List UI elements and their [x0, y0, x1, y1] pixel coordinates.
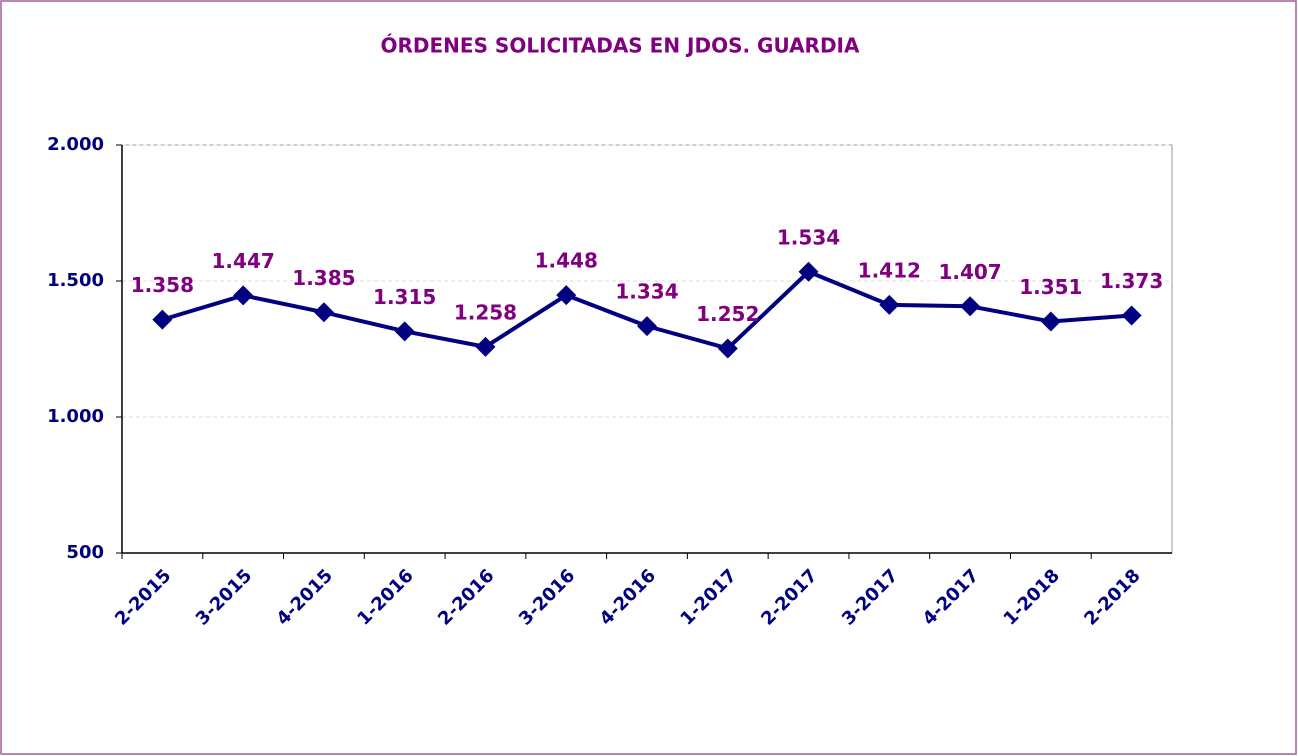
data-label: 1.385 [292, 266, 355, 290]
data-point [556, 285, 577, 306]
data-point [717, 338, 738, 359]
data-point [152, 309, 173, 330]
y-tick-label: 2.000 [47, 134, 104, 155]
data-label: 1.334 [615, 280, 678, 304]
data-label: 1.258 [454, 300, 517, 324]
data-label: 1.252 [696, 302, 759, 326]
y-tick-label: 500 [66, 542, 104, 563]
data-label: 1.534 [777, 225, 840, 249]
data-label: 1.447 [212, 249, 275, 273]
data-label: 1.448 [535, 249, 598, 273]
data-label: 1.351 [1019, 275, 1082, 299]
data-point [1121, 305, 1142, 326]
data-label: 1.412 [858, 258, 921, 282]
data-point [960, 296, 981, 317]
data-label: 1.373 [1100, 269, 1163, 293]
y-tick-label: 1.500 [47, 270, 104, 291]
data-point [475, 336, 496, 357]
data-point [637, 316, 657, 337]
data-point [1040, 311, 1061, 332]
data-point [879, 294, 900, 315]
data-point [798, 261, 819, 282]
y-tick-label: 1.000 [47, 406, 104, 427]
data-point [394, 321, 415, 342]
data-label: 1.315 [373, 285, 436, 309]
data-label: 1.358 [131, 273, 194, 297]
data-point [233, 285, 254, 306]
data-point [313, 302, 334, 323]
data-label: 1.407 [938, 260, 1001, 284]
chart-title: ÓRDENES SOLICITADAS EN JDOS. GUARDIA [381, 34, 860, 58]
